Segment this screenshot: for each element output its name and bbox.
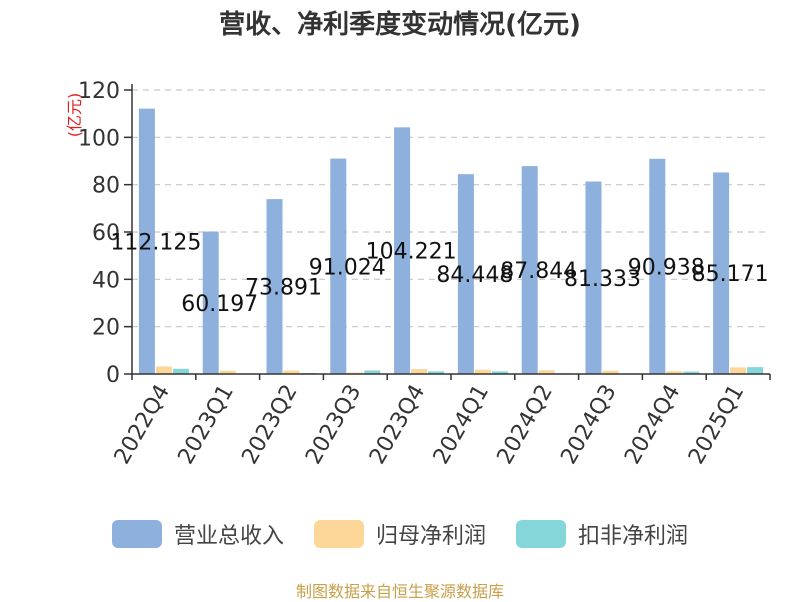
- x-tick-label: 2023Q4: [365, 381, 430, 469]
- bar: [173, 369, 189, 374]
- bar: [156, 366, 172, 374]
- x-tick-label: 2022Q4: [110, 381, 175, 469]
- source-note: 制图数据来自恒生聚源数据库: [0, 578, 800, 602]
- y-tick-label: 20: [92, 316, 120, 341]
- x-tick-label: 2023Q1: [174, 381, 239, 469]
- data-label: 104.221: [366, 240, 457, 265]
- legend-label: 扣非净利润: [578, 518, 688, 550]
- bar: [747, 367, 763, 374]
- legend-item[interactable]: 归母净利润: [314, 518, 486, 550]
- y-tick-label: 120: [78, 79, 120, 104]
- x-tick-label: 2025Q1: [684, 381, 749, 469]
- y-tick-label: 100: [78, 126, 120, 151]
- legend-swatch: [314, 520, 364, 548]
- x-tick-label: 2024Q1: [429, 381, 494, 469]
- legend-item[interactable]: 营业总收入: [112, 518, 284, 550]
- legend-label: 归母净利润: [376, 518, 486, 550]
- x-tick-label: 2024Q3: [556, 381, 621, 469]
- legend-item[interactable]: 扣非净利润: [516, 518, 688, 550]
- legend-swatch: [112, 520, 162, 548]
- legend-label: 营业总收入: [174, 518, 284, 550]
- legend-swatch: [516, 520, 566, 548]
- data-label: 85.171: [692, 262, 769, 287]
- y-tick-label: 40: [92, 268, 120, 293]
- x-tick-label: 2023Q3: [301, 381, 366, 469]
- x-tick-label: 2024Q2: [493, 381, 558, 469]
- y-tick-label: 0: [106, 363, 120, 388]
- y-tick-label: 80: [92, 174, 120, 199]
- y-axis-label: (亿元): [65, 93, 84, 138]
- legend: 营业总收入 归母净利润 扣非净利润: [0, 516, 800, 552]
- x-tick-label: 2024Q4: [620, 381, 685, 469]
- data-label: 112.125: [110, 230, 201, 255]
- x-tick-label: 2023Q2: [237, 381, 302, 469]
- bar: [730, 367, 746, 374]
